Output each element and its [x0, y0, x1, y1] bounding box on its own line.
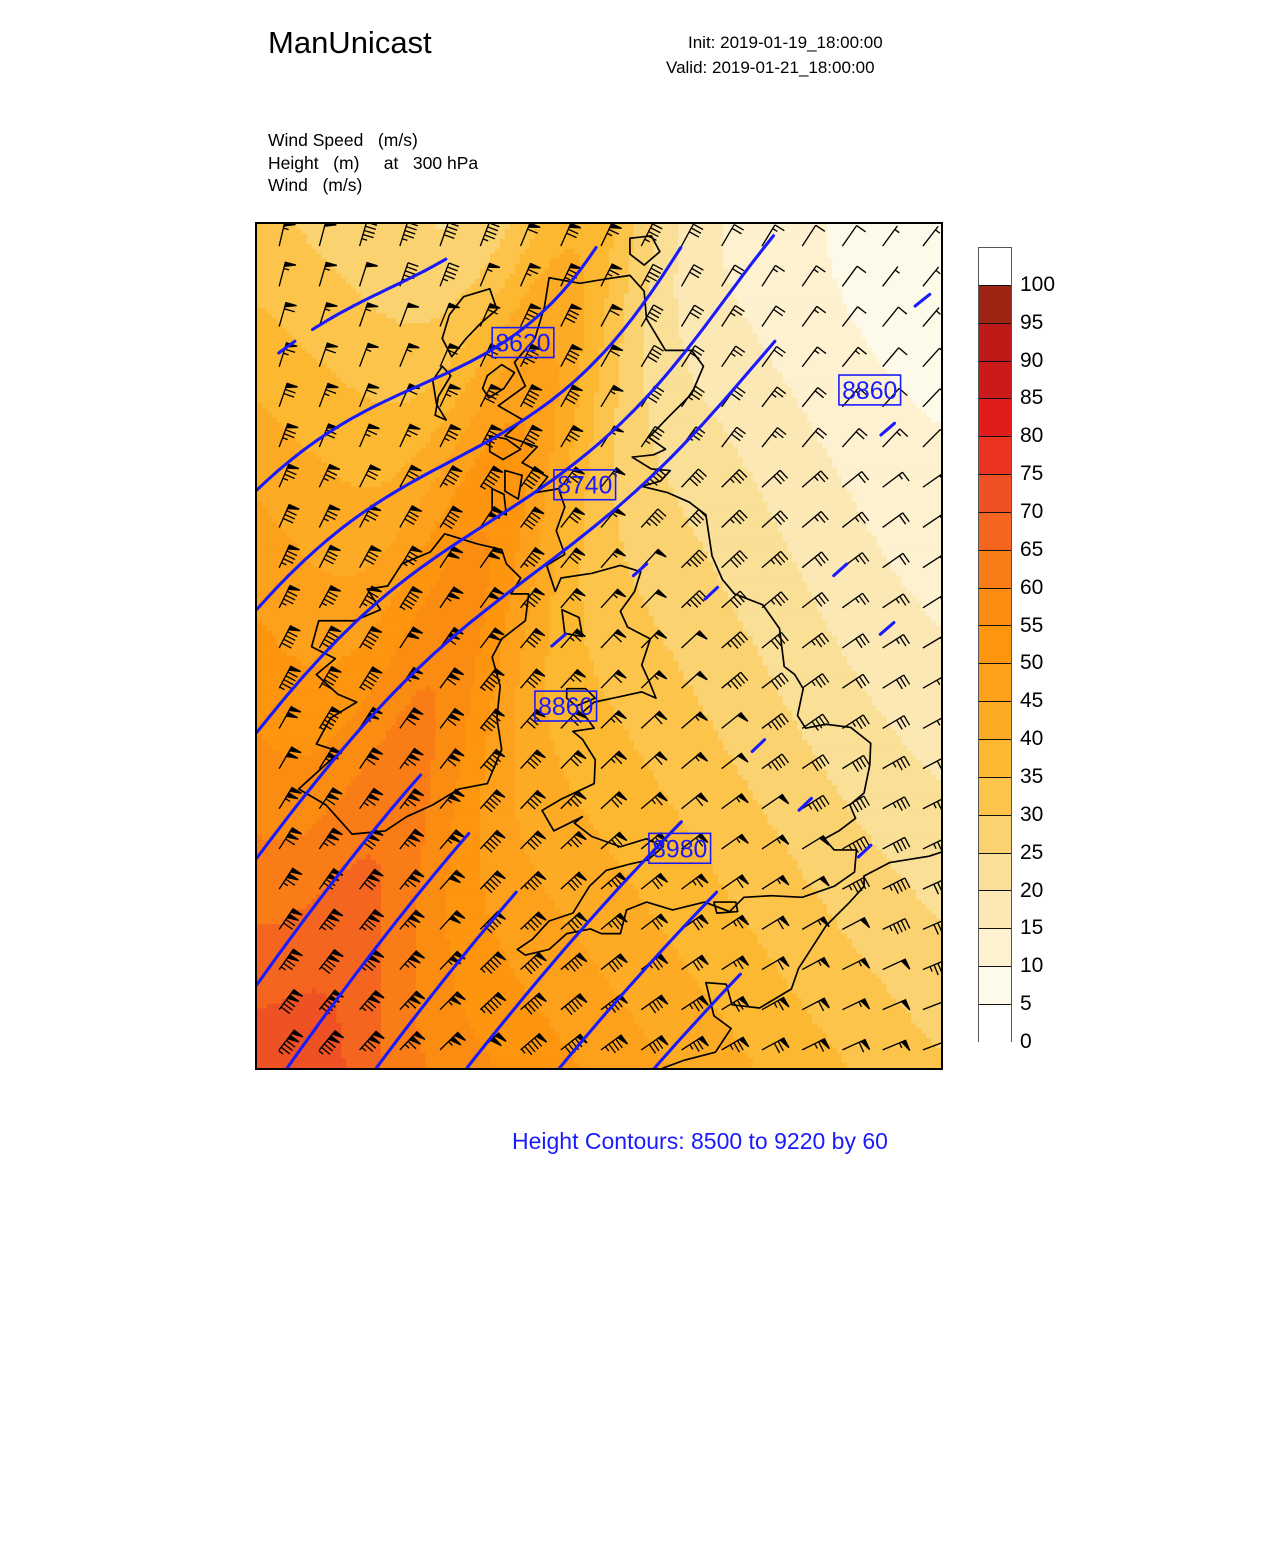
- colorbar-swatch: [979, 512, 1011, 551]
- colorbar-swatch: [979, 929, 1011, 968]
- colorbar-tick-label: 5: [1020, 992, 1032, 1016]
- colorbar-tick-label: 75: [1020, 462, 1044, 486]
- colorbar-swatch: [979, 702, 1011, 740]
- colorbar-tick-label: 15: [1020, 916, 1044, 940]
- svg-text:8860: 8860: [842, 377, 897, 405]
- y-tick: [255, 454, 257, 456]
- colorbar-swatch: [979, 588, 1011, 627]
- page-title: ManUnicast: [268, 25, 432, 60]
- colorbar-tick-label: 80: [1020, 424, 1044, 448]
- colorbar-tick-label: 35: [1020, 765, 1044, 788]
- x-tick: [392, 1068, 394, 1070]
- map-svg: 8620 8860 8740 8860 8980: [257, 224, 941, 1068]
- colorbar-swatch: [979, 664, 1011, 703]
- colorbar-tick-label: 25: [1020, 840, 1044, 864]
- colorbar-swatch: [979, 323, 1011, 362]
- colorbar-tick-label: 0: [1020, 1030, 1032, 1053]
- colorbar-swatch: [979, 891, 1011, 930]
- y-tick: [255, 609, 257, 611]
- colorbar-tick-label: 45: [1020, 689, 1044, 713]
- colorbar-tick-label: 60: [1020, 575, 1044, 599]
- init-timestamp: Init: 2019-01-19_18:00:00: [688, 33, 883, 52]
- colorbar[interactable]: [978, 247, 1012, 1043]
- colorbar-tick-label: 30: [1020, 802, 1044, 826]
- colorbar-tick-label: 10: [1020, 954, 1044, 978]
- colorbar-swatch: [979, 475, 1011, 513]
- colorbar-tick-label: 65: [1020, 537, 1044, 561]
- svg-text:8620: 8620: [495, 329, 550, 357]
- x-tick: [904, 1068, 906, 1070]
- colorbar-swatch: [979, 285, 1011, 324]
- x-tick: [803, 1068, 805, 1070]
- variable-line-wind: Wind (m/s): [268, 175, 363, 195]
- colorbar-swatch: [979, 437, 1011, 476]
- colorbar-swatch: [979, 626, 1011, 665]
- x-tick: [290, 1068, 292, 1070]
- colorbar-tick-label: 100: [1020, 272, 1056, 296]
- colorbar-tick-label: 40: [1020, 727, 1044, 751]
- colorbar-tick-label: 90: [1020, 348, 1044, 372]
- colorbar-swatch: [979, 550, 1011, 589]
- colorbar-tick-label: 20: [1020, 878, 1044, 902]
- colorbar-swatch: [979, 777, 1011, 816]
- colorbar-swatch: [979, 739, 1011, 778]
- svg-text:8860: 8860: [538, 693, 593, 721]
- contour-caption: Height Contours: 8500 to 9220 by 60: [512, 1128, 888, 1154]
- colorbar-swatch: [979, 853, 1011, 892]
- colorbar-swatch: [979, 399, 1011, 438]
- x-tick: [597, 1068, 599, 1070]
- y-tick: [255, 300, 257, 302]
- colorbar-swatch: [979, 815, 1011, 854]
- svg-text:8980: 8980: [652, 835, 707, 863]
- colorbar-tick-label: 95: [1020, 310, 1044, 334]
- colorbar-tick-label: 85: [1020, 386, 1044, 410]
- colorbar-swatch: [979, 361, 1011, 400]
- colorbar-tick-label: 50: [1020, 651, 1044, 675]
- y-tick: [255, 764, 257, 766]
- svg-text:8740: 8740: [557, 472, 612, 500]
- y-tick: [255, 918, 257, 920]
- valid-timestamp: Valid: 2019-01-21_18:00:00: [666, 58, 875, 77]
- colorbar-swatch: [979, 248, 1011, 286]
- colorbar-swatch: [979, 1004, 1011, 1043]
- colorbar-tick-label: 70: [1020, 500, 1044, 523]
- colorbar-swatch: [979, 967, 1011, 1005]
- variable-description: Wind Speed (m/s) Height (m) at 300 hPa W…: [268, 129, 478, 197]
- colorbar-tick-label: 55: [1020, 613, 1044, 637]
- variable-line-height: Height (m) at 300 hPa: [268, 152, 479, 173]
- x-tick: [496, 1068, 498, 1070]
- variable-line-wind-speed: Wind Speed (m/s): [268, 130, 418, 150]
- x-tick: [700, 1068, 702, 1070]
